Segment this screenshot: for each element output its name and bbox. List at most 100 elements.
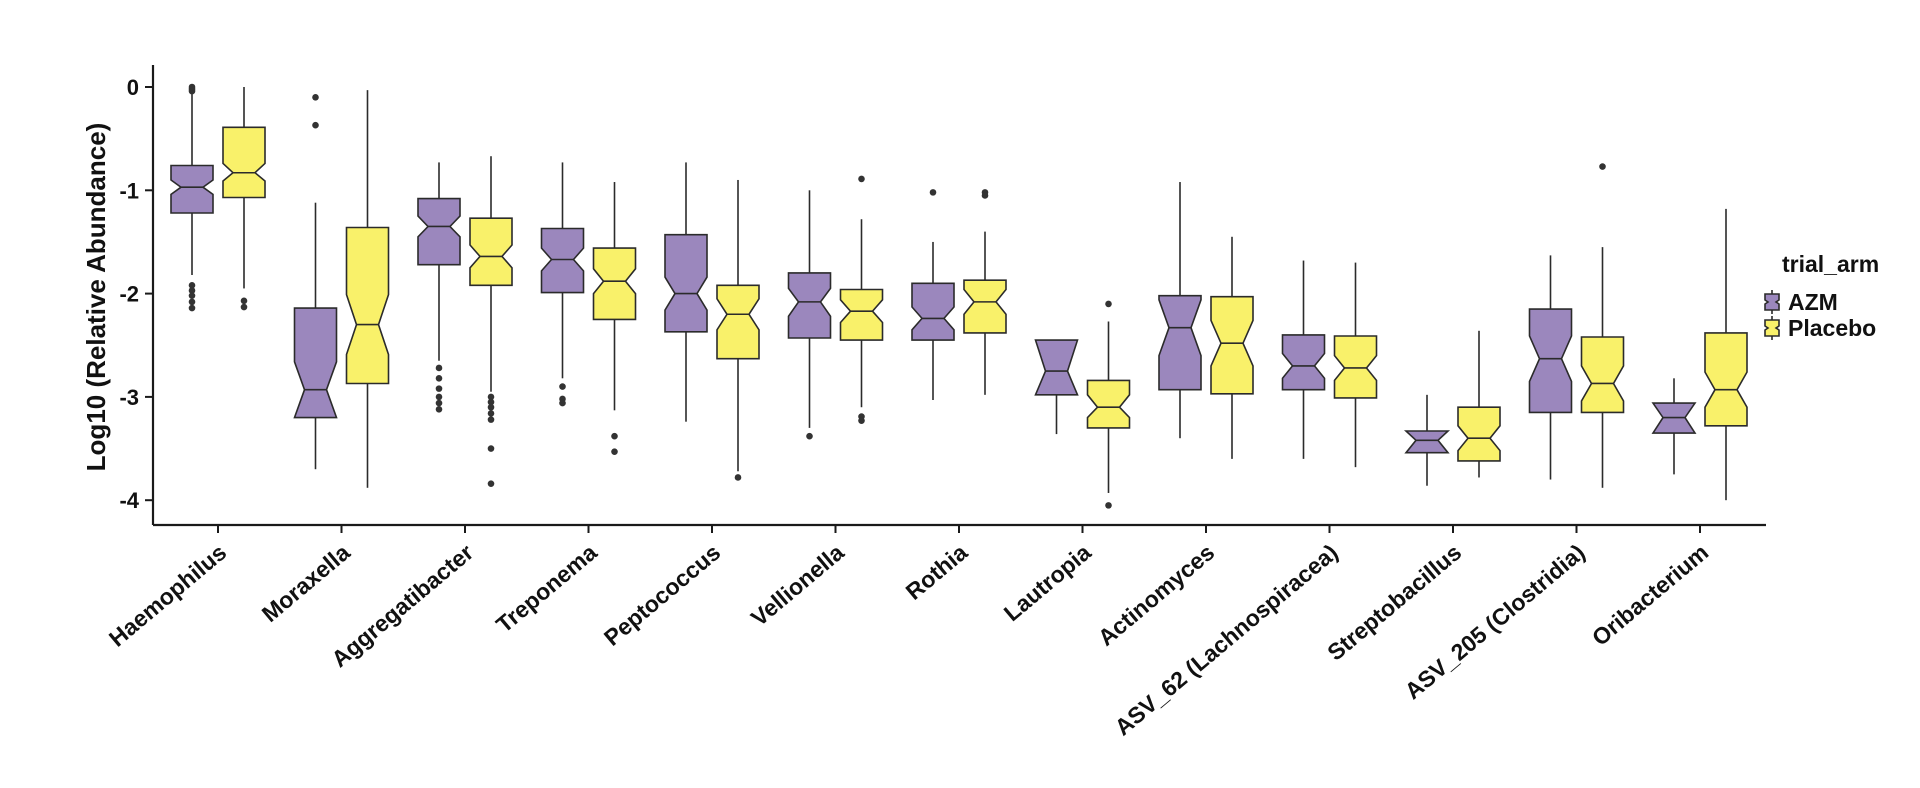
box-body bbox=[1704, 332, 1748, 427]
box-azm-12 bbox=[1651, 378, 1697, 475]
outlier-point bbox=[1599, 163, 1606, 170]
outlier-point bbox=[487, 445, 495, 452]
box-placebo-12 bbox=[1704, 208, 1748, 501]
outlier-point bbox=[435, 393, 443, 401]
box-azm-10 bbox=[1403, 394, 1451, 486]
outlier-point bbox=[487, 403, 495, 411]
outlier-point bbox=[981, 192, 989, 199]
box-azm-0 bbox=[170, 83, 214, 312]
outlier-point bbox=[487, 480, 495, 487]
box-placebo-8 bbox=[1210, 236, 1254, 459]
box-body bbox=[963, 279, 1007, 334]
box-placebo-2 bbox=[469, 156, 513, 487]
outlier-point bbox=[487, 393, 495, 401]
outlier-point bbox=[240, 297, 248, 305]
outlier-point bbox=[188, 298, 196, 306]
box-body bbox=[839, 288, 884, 341]
box-body bbox=[592, 247, 637, 321]
outlier-point bbox=[1105, 300, 1112, 308]
box-body bbox=[1333, 335, 1378, 399]
box-body bbox=[540, 227, 585, 294]
outlier-point bbox=[435, 405, 443, 413]
outlier-point bbox=[487, 398, 495, 406]
outlier-point bbox=[487, 416, 495, 423]
outlier-point bbox=[188, 287, 196, 294]
box-placebo-6 bbox=[963, 189, 1007, 395]
outlier-point bbox=[611, 432, 618, 440]
legend-label: Placebo bbox=[1788, 315, 1876, 341]
box-body bbox=[170, 164, 214, 214]
outlier-point bbox=[435, 399, 443, 407]
outlier-point bbox=[312, 94, 319, 101]
box-body bbox=[1210, 295, 1254, 395]
outlier-point bbox=[559, 399, 566, 407]
box-body bbox=[469, 217, 513, 287]
outlier-point bbox=[858, 175, 865, 183]
box-placebo-4 bbox=[716, 179, 760, 481]
outlier-point bbox=[611, 448, 618, 455]
x-tick-label: Lautropia bbox=[999, 539, 1096, 626]
y-tick-label: 0 bbox=[127, 75, 139, 100]
x-tick-label: Vellionella bbox=[746, 539, 849, 631]
outlier-point bbox=[240, 303, 248, 311]
outlier-point bbox=[559, 383, 566, 390]
outlier-point bbox=[188, 292, 196, 299]
y-axis: 0 -1 -2 -3 -4 bbox=[119, 65, 155, 525]
box-azm-7 bbox=[1034, 339, 1079, 435]
box-body bbox=[911, 282, 955, 341]
box-body bbox=[664, 233, 708, 333]
outlier-point bbox=[435, 364, 443, 372]
legend-entry-azm: AZM bbox=[1764, 289, 1838, 315]
x-tick-label: Peptococcus bbox=[599, 539, 725, 651]
box-body bbox=[1457, 406, 1501, 462]
legend-key-icon bbox=[1764, 319, 1780, 337]
box-placebo-10 bbox=[1457, 330, 1501, 478]
outlier-point bbox=[188, 304, 196, 312]
box-placebo-9 bbox=[1333, 262, 1378, 468]
outlier-point bbox=[734, 474, 742, 481]
legend-key-icon bbox=[1764, 293, 1780, 311]
box-azm-3 bbox=[540, 162, 585, 407]
y-tick-label: -2 bbox=[119, 282, 139, 307]
box-body bbox=[1034, 339, 1079, 396]
box-azm-6 bbox=[911, 189, 955, 400]
box-placebo-3 bbox=[592, 182, 637, 455]
box-body bbox=[1528, 308, 1573, 414]
box-placebo-0 bbox=[222, 87, 266, 311]
box-body bbox=[1158, 294, 1202, 391]
y-tick-label: -1 bbox=[119, 178, 139, 203]
box-azm-8 bbox=[1158, 182, 1202, 439]
box-placebo-7 bbox=[1086, 300, 1131, 509]
box-placebo-1 bbox=[345, 90, 390, 488]
legend-label: AZM bbox=[1788, 289, 1838, 315]
box-azm-5 bbox=[787, 190, 832, 440]
box-body bbox=[1086, 379, 1131, 429]
outlier-point bbox=[188, 87, 196, 95]
box-body bbox=[1580, 336, 1625, 414]
x-tick-label: Rothia bbox=[901, 539, 973, 605]
box-azm-2 bbox=[417, 162, 461, 413]
outlier-point bbox=[188, 282, 196, 289]
y-tick-label: -3 bbox=[119, 385, 139, 410]
box-body bbox=[1403, 430, 1451, 454]
x-tick-label: Moraxella bbox=[257, 539, 355, 627]
outlier-point bbox=[487, 410, 495, 417]
legend-entry-placebo: Placebo bbox=[1764, 315, 1876, 341]
box-azm-11 bbox=[1528, 255, 1573, 480]
box-body bbox=[716, 284, 760, 360]
box-azm-9 bbox=[1281, 260, 1326, 459]
y-axis-label: Log10 (Relative Abundance) bbox=[81, 123, 111, 472]
outlier-point bbox=[312, 121, 319, 129]
outlier-point bbox=[435, 385, 443, 392]
box-body bbox=[787, 272, 832, 339]
box-body bbox=[417, 197, 461, 266]
box-azm-4 bbox=[664, 162, 708, 422]
box-placebo-11 bbox=[1580, 163, 1625, 488]
x-tick-label: Actinomyces bbox=[1093, 539, 1219, 651]
x-tick-label: Haemophilus bbox=[104, 539, 231, 652]
